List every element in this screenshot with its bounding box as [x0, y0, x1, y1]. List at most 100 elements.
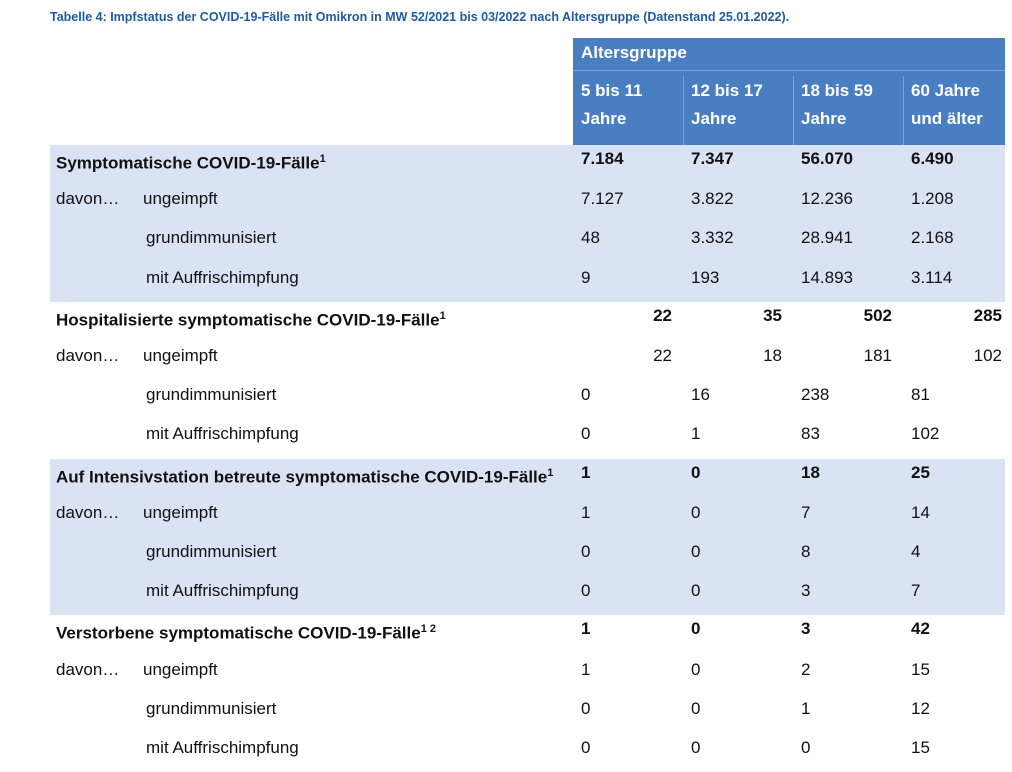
section-label: Auf Intensivstation betreute symptomatis… — [56, 461, 553, 490]
value-cell: 1 — [801, 698, 811, 718]
value-cell: 14 — [911, 502, 930, 522]
value-cell: 8 — [801, 542, 811, 561]
header-column: und älter — [911, 109, 983, 128]
value-cell: 7.184 — [581, 149, 624, 168]
section-band — [50, 458, 1005, 616]
value-cell: 0 — [691, 659, 701, 679]
footnote: 1 2 — [420, 623, 436, 636]
value-cell: 83 — [801, 424, 820, 444]
value-cell: 22 — [653, 346, 672, 365]
table-title: Tabelle 4: Impfstatus der COVID-19-Fälle… — [50, 10, 790, 24]
row-label: grundimmunisiert — [146, 542, 277, 561]
value-cell: 81 — [911, 385, 930, 405]
section-band — [50, 145, 1005, 302]
value-cell: 181 — [863, 346, 892, 365]
value-cell: 7.347 — [691, 149, 734, 168]
value-cell: 502 — [863, 305, 892, 325]
value-cell: 0 — [581, 698, 591, 718]
value-cell: 0 — [581, 581, 591, 601]
value-cell: 0 — [691, 698, 701, 718]
value-cell: 3 — [801, 619, 811, 639]
header-separator — [903, 76, 904, 145]
value-cell: 0 — [691, 738, 701, 757]
value-cell: 16 — [691, 385, 710, 405]
row-label: grundimmunisiert — [146, 698, 277, 718]
value-cell: 1 — [691, 424, 701, 444]
row-label: grundimmunisiert — [146, 385, 277, 405]
section-label-text: Hospitalisierte symptomatische COVID-19-… — [56, 310, 440, 330]
value-cell: 1 — [581, 619, 591, 639]
value-cell: 1 — [581, 462, 591, 482]
row-label: mit Auffrischimpfung — [146, 267, 299, 287]
value-cell: 12.236 — [801, 189, 853, 209]
row-label: ungeimpft — [143, 502, 218, 522]
footnote: 1 — [319, 153, 326, 165]
header-column: 12 bis 17 — [691, 81, 763, 100]
value-cell: 102 — [973, 346, 1002, 365]
value-cell: 193 — [691, 267, 720, 287]
value-cell: 7 — [801, 502, 811, 522]
value-cell: 3 — [801, 581, 811, 601]
section-label: Symptomatische COVID-19-Fälle1 — [56, 147, 326, 176]
value-cell: 1 — [581, 502, 591, 522]
header-column: Jahre — [801, 109, 847, 128]
row-label: ungeimpft — [143, 189, 218, 209]
value-cell: 28.941 — [801, 228, 853, 248]
value-cell: 285 — [973, 305, 1002, 325]
value-cell: 0 — [581, 424, 591, 444]
row-label: grundimmunisiert — [146, 228, 277, 248]
value-cell: 18 — [801, 462, 820, 482]
value-cell: 3.332 — [691, 228, 734, 248]
row-label: mit Auffrischimpfung — [146, 581, 299, 601]
footnote: 1 — [547, 466, 554, 479]
header-divider — [573, 70, 1005, 71]
value-cell: 1 — [581, 659, 591, 679]
value-cell: 0 — [581, 738, 591, 757]
row-prefix: davon… — [56, 189, 120, 209]
value-cell: 15 — [911, 659, 930, 679]
value-cell: 9 — [581, 267, 591, 287]
value-cell: 6.490 — [911, 149, 954, 168]
value-cell: 42 — [911, 619, 930, 639]
value-cell: 3.114 — [911, 267, 953, 287]
header-column: Jahre — [691, 109, 737, 128]
value-cell: 22 — [653, 305, 672, 325]
row-label: ungeimpft — [143, 346, 218, 365]
row-prefix: davon… — [56, 346, 120, 365]
value-cell: 25 — [911, 462, 930, 482]
row-label: mit Auffrischimpfung — [146, 424, 299, 444]
section-label-text: Auf Intensivstation betreute symptomatis… — [56, 467, 548, 487]
row-prefix: davon… — [56, 659, 120, 679]
value-cell: 14.893 — [801, 267, 853, 287]
value-cell: 7 — [911, 581, 921, 601]
value-cell: 3.822 — [691, 189, 734, 209]
value-cell: 0 — [691, 462, 701, 482]
section-label: Verstorbene symptomatische COVID-19-Fäll… — [56, 617, 436, 646]
value-cell: 0 — [801, 738, 811, 757]
value-cell: 0 — [691, 619, 701, 639]
section-label-text: Symptomatische COVID-19-Fälle — [56, 153, 320, 173]
header-column: 60 Jahre — [911, 81, 980, 100]
value-cell: 56.070 — [801, 149, 853, 168]
header-column: Jahre — [581, 109, 627, 128]
value-cell: 0 — [581, 542, 591, 561]
value-cell: 48 — [581, 228, 600, 248]
header-column: 5 bis 11 — [581, 81, 643, 100]
value-cell: 0 — [691, 542, 701, 561]
header-separator — [683, 76, 684, 145]
row-prefix: davon… — [56, 502, 120, 522]
section-label: Hospitalisierte symptomatische COVID-19-… — [56, 304, 446, 333]
value-cell: 1.208 — [911, 189, 954, 209]
header-group: Altersgruppe — [581, 43, 687, 62]
value-cell: 102 — [911, 424, 940, 444]
value-cell: 7.127 — [581, 189, 624, 209]
footnote: 1 — [439, 309, 446, 322]
value-cell: 0 — [581, 385, 591, 405]
row-label: mit Auffrischimpfung — [146, 738, 299, 757]
value-cell: 18 — [763, 346, 782, 365]
value-cell: 2.168 — [911, 228, 954, 248]
row-label: ungeimpft — [143, 659, 218, 679]
section-label-text: Verstorbene symptomatische COVID-19-Fäll… — [56, 624, 421, 644]
header-separator — [793, 76, 794, 145]
